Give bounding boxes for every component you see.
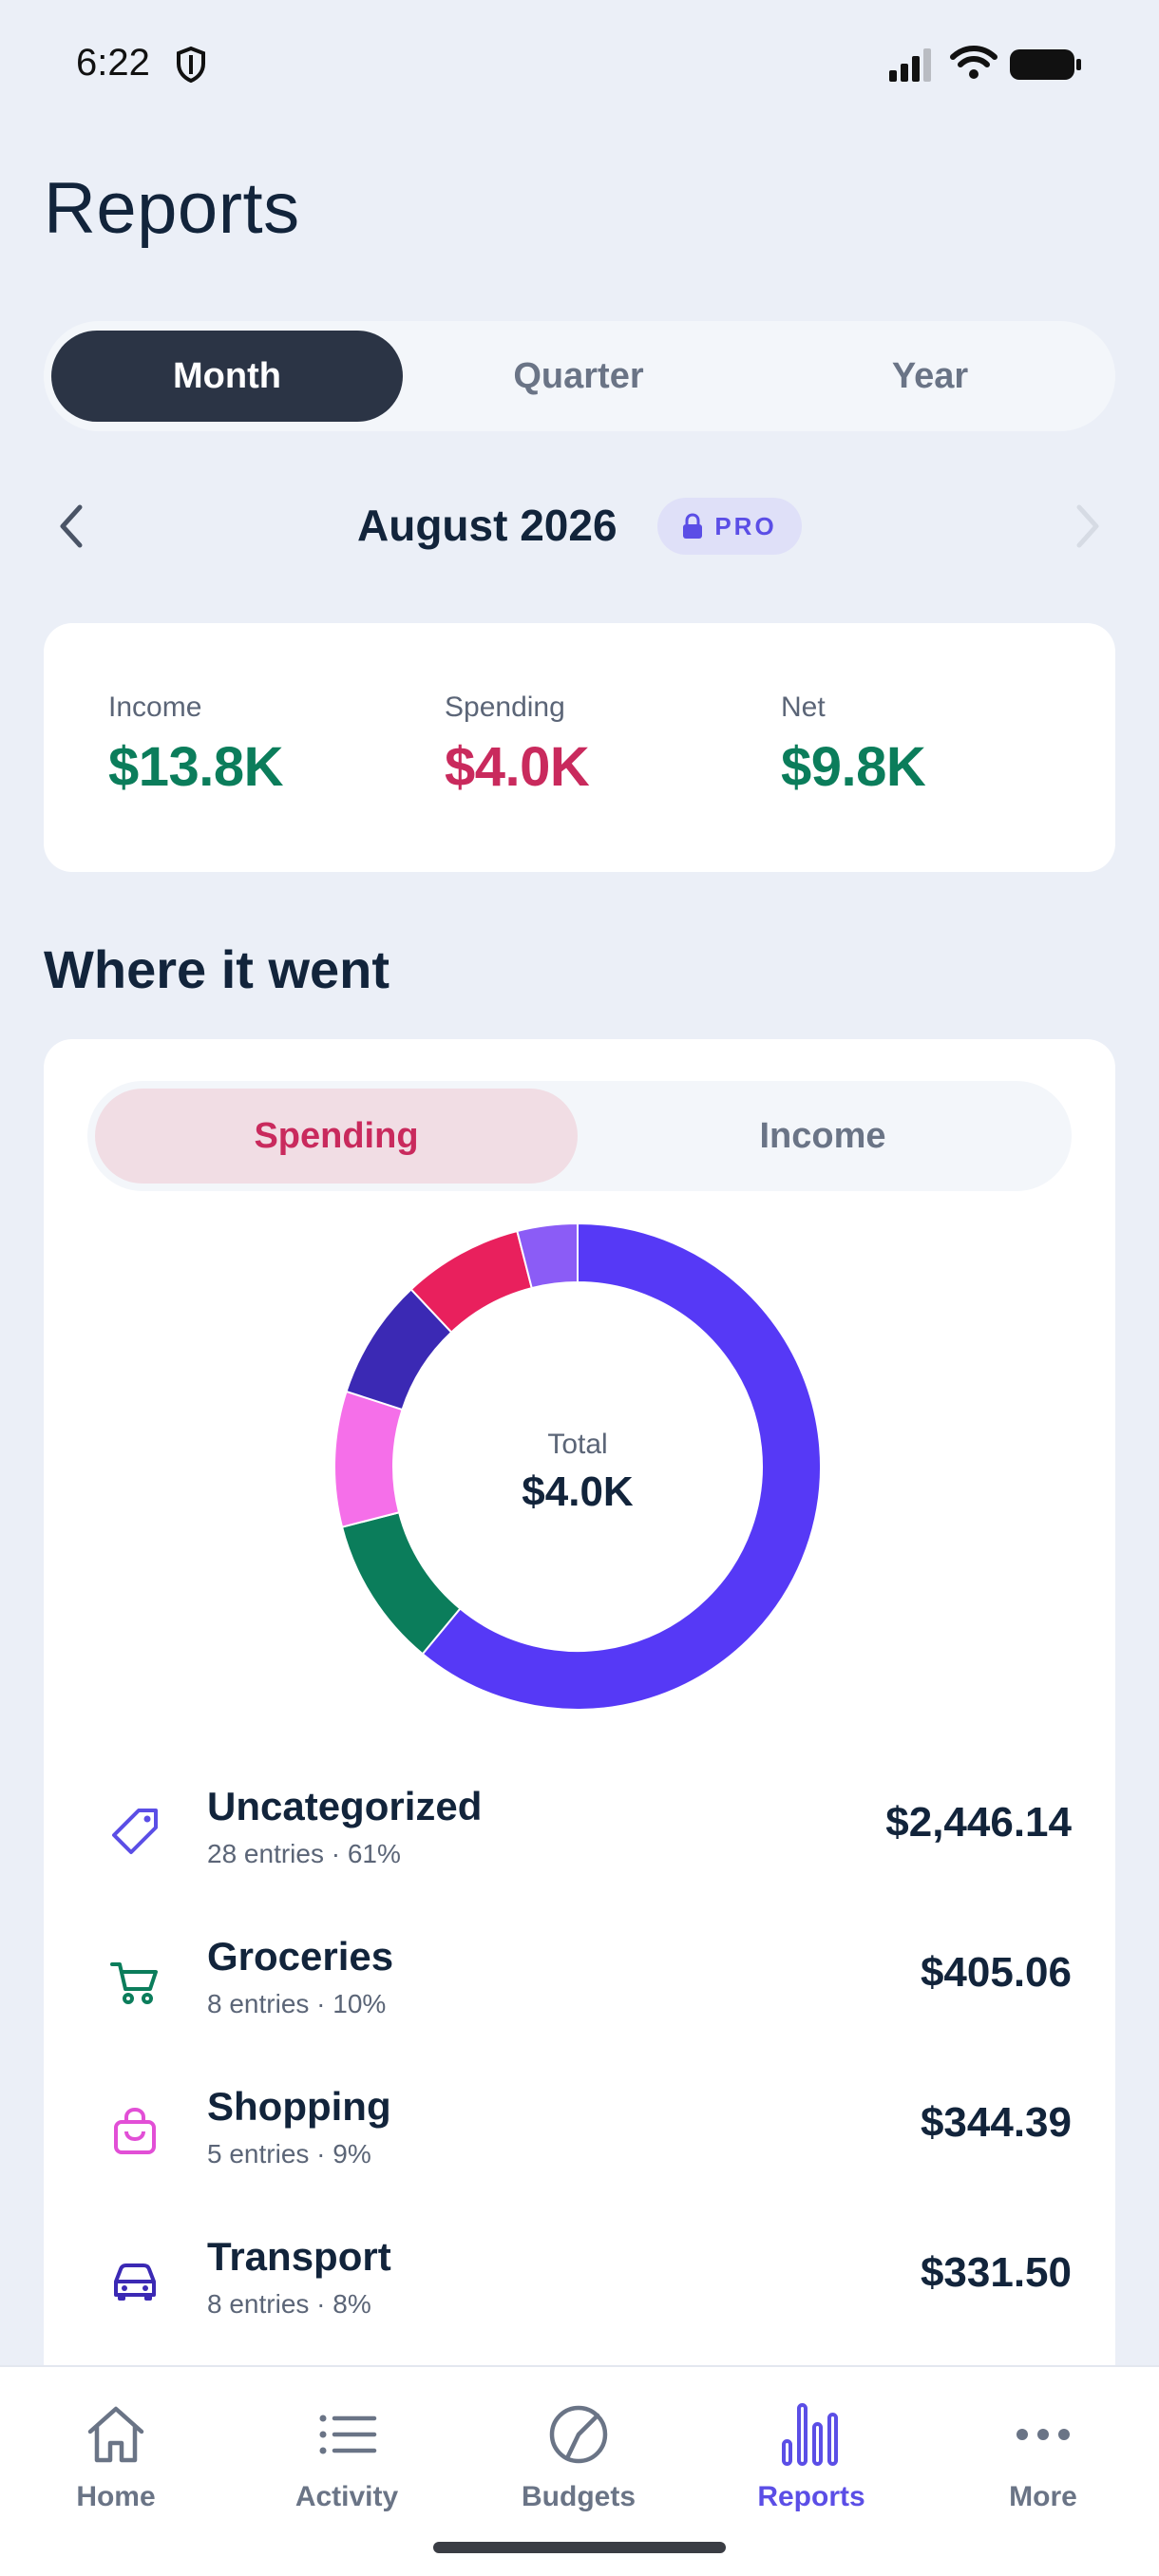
section-title: Where it went [44,939,390,999]
category-amount: $2,446.14 [885,1799,1072,1846]
pie-chart-icon [549,2405,608,2464]
donut-segment-6[interactable] [516,1222,579,1290]
tab-home[interactable]: Home [21,2401,211,2525]
spending-label: Spending [445,691,565,723]
category-sub: 5 entries · 9% [207,2139,371,2169]
category-amount: $405.06 [920,1949,1072,1996]
donut-total-value: $4.0K [522,1468,634,1515]
category-sub: 28 entries · 61% [207,1839,401,1868]
tab-activity-label: Activity [294,2481,399,2512]
spending-value: $4.0K [445,736,590,798]
net-label: Net [781,691,826,723]
bottom-tab-bar: Home Activity Budgets Reports [0,2365,1159,2576]
category-name: Shopping [207,2084,391,2129]
month-label: August 2026 [357,501,618,550]
category-amount: $344.39 [920,2099,1072,2146]
category-amount: $331.50 [920,2249,1072,2296]
more-icon [1016,2429,1070,2440]
breakdown-segmented-control: Spending Income [87,1081,1072,1191]
breakdown-card: Spending Income Total $4.0K Uncategorize… [44,1039,1115,2426]
tab-month[interactable]: Month [51,331,403,422]
category-row-transport[interactable]: Transport 8 entries · 8% $331.50 [87,2226,1072,2340]
summary-card: Income $13.8K Spending $4.0K Net $9.8K [44,623,1115,872]
category-name: Transport [207,2234,391,2279]
wifi-icon [950,46,998,79]
page-title: Reports [44,168,300,249]
status-bar: 6:22 [0,0,1159,133]
tab-more[interactable]: More [948,2401,1138,2525]
shield-icon [177,46,205,84]
income-summary: Income $13.8K [108,691,284,799]
tab-budgets[interactable]: Budgets [484,2401,674,2525]
tab-reports[interactable]: Reports [716,2401,906,2525]
list-icon [319,2415,377,2454]
tab-activity[interactable]: Activity [252,2401,442,2525]
income-value: $13.8K [108,736,284,798]
period-segmented-control: Month Quarter Year [44,321,1115,431]
bar-chart-icon [782,2403,838,2466]
category-row-groceries[interactable]: Groceries 8 entries · 10% $405.06 [87,1926,1072,2040]
home-indicator [433,2542,726,2553]
tab-spending[interactable]: Spending [95,1089,578,1184]
net-summary: Net $9.8K [781,691,926,799]
category-sub: 8 entries · 8% [207,2289,371,2319]
net-value: $9.8K [781,736,926,798]
car-icon [114,2263,156,2301]
category-name: Groceries [207,1934,394,1979]
chevron-left-icon[interactable] [53,502,91,551]
cart-icon [110,1962,158,2004]
bag-icon [114,2107,156,2154]
spending-donut-chart[interactable] [331,1220,825,1714]
tab-reports-label: Reports [757,2481,865,2512]
signal-icon [889,48,931,82]
category-name: Uncategorized [207,1784,483,1828]
lock-icon [683,513,703,539]
pro-badge[interactable]: PRO [657,498,802,555]
battery-icon [1010,49,1081,80]
income-label: Income [108,691,202,723]
tab-year[interactable]: Year [891,355,969,396]
home-icon [87,2406,144,2463]
status-time: 6:22 [76,42,150,84]
category-row-shopping[interactable]: Shopping 5 entries · 9% $344.39 [87,2076,1072,2190]
donut-total-label: Total [547,1429,608,1460]
tab-quarter[interactable]: Quarter [513,355,644,396]
donut-center: Total $4.0K [331,1429,825,1516]
category-row-uncategorized[interactable]: Uncategorized 28 entries · 61% $2,446.14 [87,1776,1072,1890]
pro-badge-label: PRO [714,511,777,540]
tab-budgets-label: Budgets [522,2481,636,2512]
donut-segment-1[interactable] [421,1222,822,1711]
tab-more-label: More [1009,2481,1077,2512]
tag-icon [112,1809,158,1854]
chevron-right-icon[interactable] [1068,502,1106,551]
spending-summary: Spending $4.0K [445,691,590,799]
tab-home-label: Home [76,2481,156,2512]
category-sub: 8 entries · 10% [207,1989,387,2018]
tab-income[interactable]: Income [759,1115,886,1156]
